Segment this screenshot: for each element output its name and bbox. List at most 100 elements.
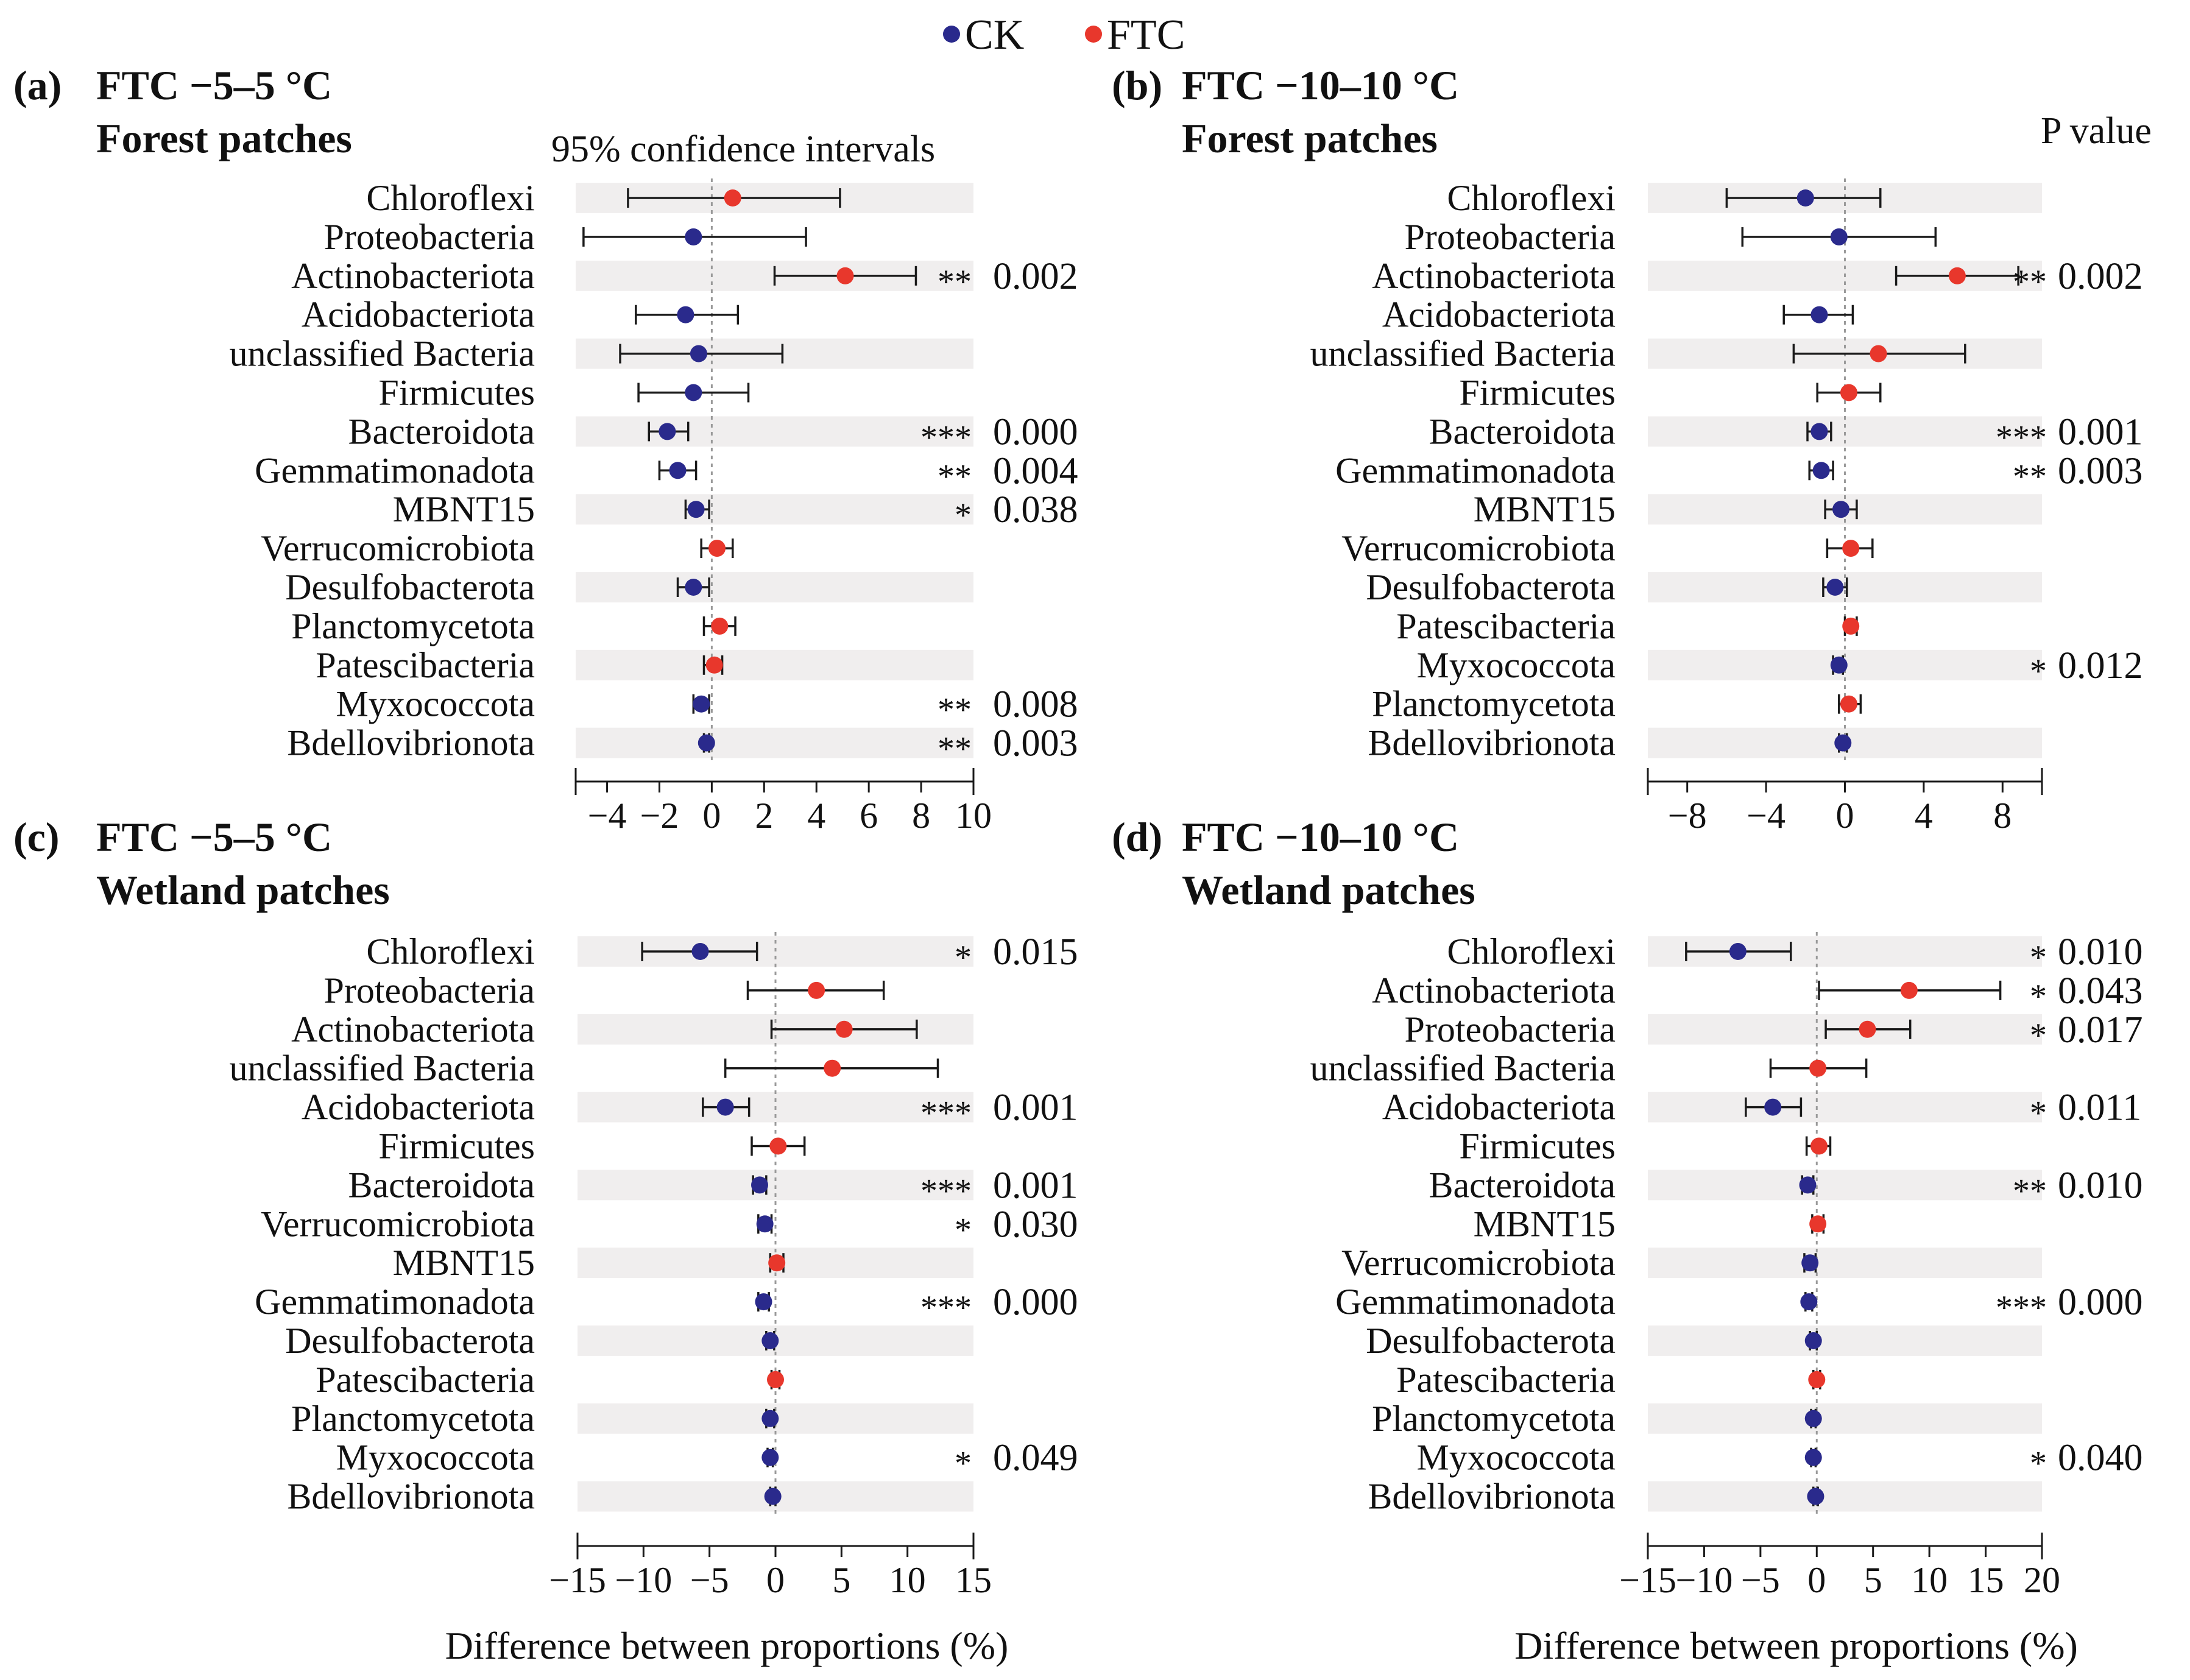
x-tick-label: 15 <box>1968 1560 2004 1600</box>
point-ftc <box>724 189 741 206</box>
point-ck <box>669 462 687 479</box>
point-ftc <box>1859 1020 1876 1038</box>
x-axis-label: Difference between proportions (%) <box>445 1624 1009 1667</box>
p-value: 0.000 <box>2058 1282 2143 1323</box>
panel-title: FTC −10–10 °C <box>1182 62 1459 108</box>
legend-ftc-marker <box>1085 26 1102 43</box>
taxon-label: Bacteroidota <box>348 1165 535 1205</box>
point-ck <box>1826 579 1844 596</box>
point-ck <box>1804 1410 1822 1427</box>
x-tick-label: −15 <box>1619 1560 1676 1600</box>
p-value: 0.017 <box>2058 1009 2143 1051</box>
taxon-label: Proteobacteria <box>1405 217 1616 257</box>
taxon-label: Myxococcota <box>1416 1438 1616 1478</box>
point-ck <box>1804 1332 1822 1349</box>
p-value: 0.002 <box>993 256 1078 297</box>
x-tick-label: 8 <box>912 796 930 836</box>
x-axis-label: Difference between proportions (%) <box>1514 1624 2078 1667</box>
x-tick-label: 0 <box>1807 1560 1826 1600</box>
significance-stars: *** <box>1996 418 2047 456</box>
taxon-label: unclassified Bacteria <box>1310 334 1616 374</box>
x-tick-label: 8 <box>1993 796 2012 836</box>
ci-header: 95% confidence intervals <box>551 129 935 170</box>
panel-title: FTC −5–5 °C <box>96 62 332 108</box>
point-ck <box>1800 1293 1818 1311</box>
panel-subtitle: Wetland patches <box>1182 867 1475 913</box>
x-tick-label: −5 <box>1741 1560 1780 1600</box>
taxon-label: Planctomycetota <box>1372 684 1616 724</box>
x-tick-label: 5 <box>1864 1560 1882 1600</box>
taxon-label: Verrucomicrobiota <box>1341 1243 1616 1283</box>
taxon-label: Gemmatimonadota <box>1335 450 1616 490</box>
point-ck <box>764 1488 782 1505</box>
taxon-label: Acidobacteriota <box>302 295 535 335</box>
taxon-label: Acidobacteriota <box>1382 295 1616 335</box>
taxon-label: Desulfobacterota <box>1366 567 1616 607</box>
significance-stars: *** <box>920 1289 972 1327</box>
point-ck <box>685 228 702 245</box>
x-tick-label: 6 <box>860 796 878 836</box>
point-ck <box>1801 1254 1819 1272</box>
taxon-label: Actinobacteriota <box>291 1009 535 1050</box>
point-ftc <box>1840 695 1857 713</box>
taxon-label: Firmicutes <box>378 373 535 413</box>
x-tick-label: −5 <box>690 1560 729 1600</box>
x-tick-label: −4 <box>1747 796 1786 836</box>
significance-stars: * <box>2030 652 2047 690</box>
point-ck <box>687 501 705 518</box>
significance-stars: * <box>955 939 972 976</box>
x-tick-label: 2 <box>755 796 773 836</box>
taxon-label: Myxococcota <box>336 684 535 724</box>
taxon-label: Actinobacteriota <box>1372 970 1616 1011</box>
taxon-label: Verrucomicrobiota <box>261 1204 535 1244</box>
significance-stars: ** <box>2013 457 2047 495</box>
point-ck <box>1810 423 1828 440</box>
taxon-label: Desulfobacterota <box>1366 1321 1616 1361</box>
point-ftc <box>835 1020 853 1038</box>
row-band <box>1648 1170 2042 1201</box>
point-ftc <box>1842 617 1860 635</box>
point-ck <box>761 1332 779 1349</box>
taxon-label: Proteobacteria <box>324 970 535 1011</box>
point-ftc <box>711 617 729 635</box>
point-ck <box>755 1293 772 1311</box>
panel-b: (b) FTC −10–10 °C Forest patchesChloroflex… <box>1112 62 2143 836</box>
panel-tag: (c) <box>13 814 59 860</box>
taxon-label: Bacteroidota <box>1429 1165 1616 1205</box>
x-tick-label: 10 <box>955 796 992 836</box>
x-tick-label: −10 <box>615 1560 672 1600</box>
row-band <box>576 727 973 758</box>
taxon-label: Bdellovibrionota <box>287 723 535 763</box>
point-ck <box>691 943 709 960</box>
point-ck <box>693 695 710 713</box>
significance-stars: * <box>2030 939 2047 976</box>
taxon-label: MBNT15 <box>1474 1204 1616 1244</box>
taxon-label: Gemmatimonadota <box>255 1282 535 1322</box>
point-ck <box>698 734 715 752</box>
taxon-label: Actinobacteriota <box>1372 256 1616 296</box>
point-ftc <box>1809 1215 1827 1233</box>
significance-stars: ** <box>938 263 972 301</box>
row-band <box>576 649 973 680</box>
p-value: 0.000 <box>993 411 1078 453</box>
panel-d: (d) FTC −10–10 °C Wetland patches Chlorofle… <box>1112 814 2143 1667</box>
p-value: 0.010 <box>2058 1165 2143 1206</box>
p-value: 0.049 <box>993 1438 1078 1479</box>
taxon-label: unclassified Bacteria <box>230 334 535 374</box>
panel-subtitle: Forest patches <box>1182 115 1438 161</box>
p-value: 0.001 <box>993 1087 1078 1129</box>
taxon-label: Firmicutes <box>378 1126 535 1166</box>
significance-stars: *** <box>920 418 972 456</box>
point-ck <box>1796 189 1814 206</box>
legend-ftc-label: FTC <box>1107 12 1185 58</box>
p-value: 0.001 <box>993 1165 1078 1206</box>
row-band <box>1648 1248 2042 1279</box>
taxon-label: Myxococcota <box>336 1438 535 1478</box>
taxon-label: Gemmatimonadota <box>1335 1282 1616 1322</box>
taxon-label: Firmicutes <box>1459 1126 1616 1166</box>
point-ftc <box>808 981 825 999</box>
taxon-label: Proteobacteria <box>324 217 535 257</box>
significance-stars: ** <box>938 691 972 729</box>
p-value: 0.015 <box>993 931 1078 973</box>
taxon-label: Desulfobacterota <box>285 1321 535 1361</box>
